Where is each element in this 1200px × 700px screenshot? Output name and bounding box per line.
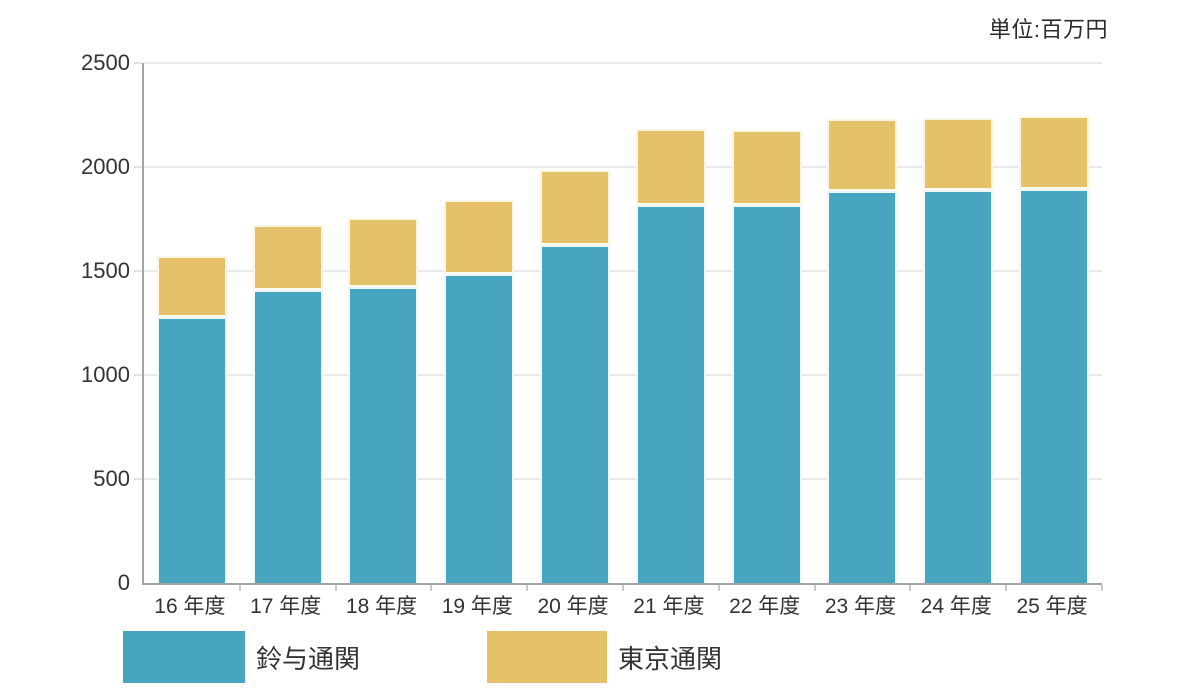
bar bbox=[144, 256, 240, 583]
x-tick-label: 20 年度 bbox=[537, 595, 609, 618]
x-axis-tick bbox=[1101, 585, 1103, 591]
x-axis-tick bbox=[813, 585, 816, 591]
x-tick-label: 21 年度 bbox=[633, 595, 705, 618]
bar-segment-tokyo bbox=[156, 256, 227, 317]
bar-segment-suzuyo bbox=[252, 289, 323, 583]
x-axis-tick bbox=[238, 585, 241, 591]
y-tick-label: 2500 bbox=[81, 50, 130, 75]
bar bbox=[336, 217, 432, 583]
y-tick-label: 2000 bbox=[81, 154, 130, 179]
x-tick-label: 16 年度 bbox=[154, 595, 226, 618]
legend-swatch-tokyo-icon bbox=[487, 631, 608, 683]
bar-segment-tokyo bbox=[827, 119, 898, 191]
x-axis-tick bbox=[717, 585, 720, 591]
legend-label-suzuyo: 鈴与通関 bbox=[256, 643, 361, 674]
bar-segment-tokyo bbox=[444, 200, 515, 275]
x-tick-label: 17 年度 bbox=[250, 595, 322, 618]
bar-segment-suzuyo bbox=[444, 274, 515, 583]
bar-segment-tokyo bbox=[540, 170, 611, 245]
gridline bbox=[144, 166, 1102, 168]
x-axis-tick bbox=[334, 585, 337, 591]
bar bbox=[240, 225, 336, 583]
bar bbox=[719, 129, 815, 583]
x-tick-label: 18 年度 bbox=[345, 595, 418, 618]
bar-segment-suzuyo bbox=[348, 286, 419, 583]
y-tick-label: 500 bbox=[93, 466, 130, 491]
bar-segment-tokyo bbox=[731, 129, 802, 206]
legend-swatch-suzuyo-icon bbox=[123, 631, 245, 683]
unit-label: 単位:百万円 bbox=[988, 17, 1108, 42]
bar-segment-tokyo bbox=[635, 128, 706, 206]
bar bbox=[815, 119, 911, 583]
y-axis-labels: 0 500 1000 1500 2000 2500 bbox=[0, 50, 130, 595]
plot-area bbox=[134, 62, 1103, 591]
gridline bbox=[144, 270, 1102, 272]
y-axis-tick bbox=[134, 166, 142, 168]
bar bbox=[527, 170, 623, 583]
bar-segment-suzuyo bbox=[1019, 188, 1090, 583]
bar-segment-suzuyo bbox=[923, 189, 994, 583]
y-axis-tick bbox=[134, 270, 142, 272]
bar bbox=[910, 118, 1006, 583]
gridline bbox=[144, 374, 1102, 376]
y-axis-tick bbox=[134, 374, 142, 376]
x-tick-label: 22 年度 bbox=[729, 595, 801, 618]
y-tick-label: 1500 bbox=[81, 258, 130, 283]
x-axis-tick bbox=[622, 585, 624, 591]
x-axis-labels: 16 年度 17 年度 18 年度 19 年度 20 年度 21 年度 22 年度 23 年度… bbox=[142, 590, 1100, 620]
bar-segment-suzuyo bbox=[635, 205, 706, 583]
x-tick-label: 25 年度 bbox=[1016, 595, 1088, 618]
y-axis-tick bbox=[134, 478, 142, 480]
bar-segment-tokyo bbox=[252, 225, 323, 290]
legend-item-suzuyo: 鈴与通関 bbox=[123, 631, 360, 683]
bar bbox=[623, 128, 719, 583]
legend: 鈴与通関 東京通関 bbox=[123, 631, 722, 683]
x-axis-tick bbox=[909, 585, 912, 591]
x-tick-label: 24 年度 bbox=[920, 595, 992, 618]
bar-segment-suzuyo bbox=[540, 245, 611, 583]
x-axis-tick bbox=[430, 585, 433, 591]
y-tick-label: 1000 bbox=[81, 362, 130, 387]
x-tick-label: 19 年度 bbox=[441, 595, 513, 618]
y-axis-tick bbox=[134, 62, 142, 64]
bar-segment-tokyo bbox=[923, 118, 994, 190]
legend-label-tokyo: 東京通関 bbox=[618, 643, 723, 674]
gridline bbox=[144, 62, 1102, 64]
y-tick-label: 0 bbox=[117, 570, 130, 595]
bars bbox=[144, 63, 1102, 583]
bar bbox=[431, 200, 527, 583]
bar-segment-tokyo bbox=[348, 217, 419, 287]
legend-item-tokyo: 東京通関 bbox=[487, 631, 722, 683]
x-axis-tick bbox=[526, 585, 529, 591]
bar-segment-tokyo bbox=[1019, 116, 1090, 189]
bar-segment-suzuyo bbox=[827, 190, 898, 583]
bar-segment-suzuyo bbox=[731, 205, 802, 583]
gridline bbox=[144, 478, 1102, 480]
bar bbox=[1006, 116, 1102, 583]
x-tick-label: 23 年度 bbox=[824, 595, 897, 618]
bar-segment-suzuyo bbox=[156, 316, 227, 583]
x-axis-tick bbox=[1005, 585, 1008, 591]
